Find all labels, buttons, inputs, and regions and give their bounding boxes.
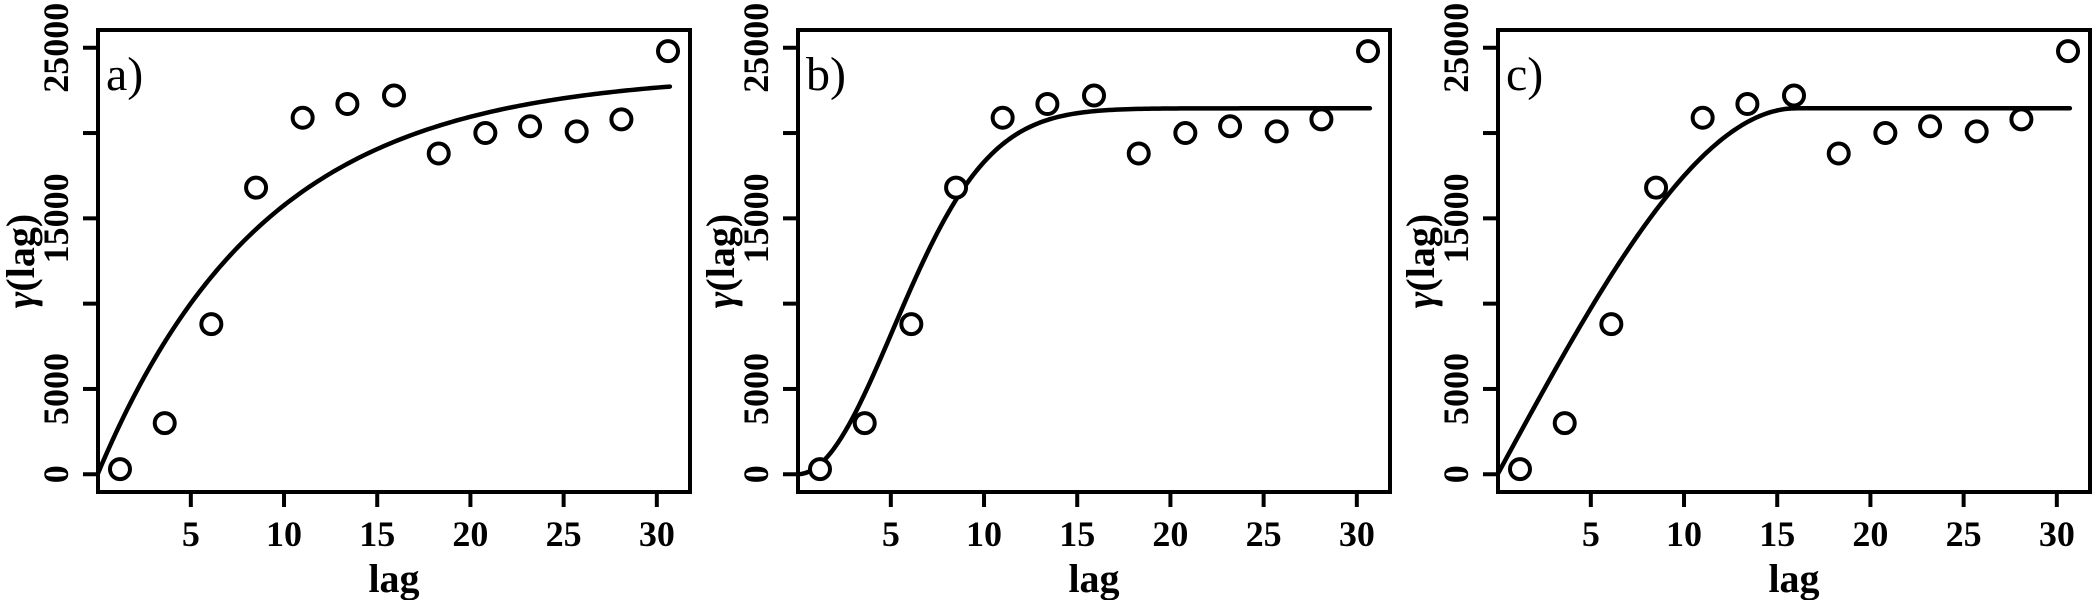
x-tick-label: 30	[1339, 514, 1375, 554]
data-point	[473, 121, 498, 146]
plot-box	[1496, 28, 2092, 494]
data-point	[426, 141, 451, 166]
data-point	[807, 457, 832, 482]
data-point	[244, 175, 269, 200]
data-point	[1644, 175, 1669, 200]
data-point	[1873, 121, 1898, 146]
data-point	[1690, 105, 1715, 130]
data-point	[290, 105, 315, 130]
data-point	[199, 312, 224, 337]
y-tick-label: 25000	[36, 3, 76, 93]
y-axis-label: γ(lag)	[0, 214, 43, 308]
data-point	[1782, 83, 1806, 108]
x-tick-label: 25	[1946, 514, 1982, 554]
y-tick-label: 5000	[1436, 353, 1476, 425]
y-tick-label: 0	[1436, 465, 1476, 483]
x-axis-label: lag	[1768, 556, 1819, 600]
y-tick-label: 5000	[36, 353, 76, 425]
model-curve	[795, 106, 1373, 477]
y-tick-label: 0	[736, 465, 776, 483]
y-tick-label: 15000	[736, 173, 776, 263]
x-tick-label: 20	[1852, 514, 1888, 554]
data-point	[1218, 114, 1243, 139]
data-point	[1173, 121, 1198, 146]
data-point	[1035, 92, 1060, 117]
data-point	[1356, 39, 1381, 64]
data-point	[1507, 457, 1532, 482]
x-tick-label: 15	[1759, 514, 1795, 554]
x-axis-label: lag	[1068, 556, 1119, 600]
data-point	[564, 119, 589, 144]
y-tick-label: 25000	[1436, 3, 1476, 93]
x-axis-label: lag	[368, 556, 419, 600]
x-tick-label: 30	[2039, 514, 2075, 554]
data-point	[1735, 92, 1760, 117]
panel-a-plot: 5 10 15 20 25 30 0 5000 15000 25000 lag γ(lag) a)	[0, 3, 692, 600]
y-axis-label: γ(lag)	[700, 214, 743, 308]
panel-b: 5 10 15 20 25 30 0 5000 15000 25000 lag γ(lag) b)	[700, 0, 1400, 600]
model-curve	[1495, 106, 2073, 476]
data-point	[1126, 141, 1151, 166]
plot-box	[96, 28, 692, 494]
data-point	[609, 107, 634, 132]
data-point	[2009, 107, 2034, 132]
panel-letter: c)	[1506, 48, 1543, 101]
x-tick-label: 25	[1246, 514, 1282, 554]
x-tick-label: 5	[882, 514, 900, 554]
data-point	[990, 105, 1015, 130]
panel-a: 5 10 15 20 25 30 0 5000 15000 25000 lag γ(lag) a)	[0, 0, 700, 600]
data-point	[518, 114, 543, 139]
data-point	[944, 175, 969, 200]
x-tick-label: 15	[359, 514, 395, 554]
data-point	[107, 457, 132, 482]
panel-letter: b)	[806, 48, 846, 101]
y-tick-label: 5000	[736, 353, 776, 425]
data-point	[1918, 114, 1943, 139]
x-tick-label: 10	[266, 514, 302, 554]
panel-letter: a)	[106, 48, 143, 101]
data-point	[852, 411, 877, 436]
y-tick-label: 15000	[36, 173, 76, 263]
data-point	[1264, 119, 1289, 144]
x-tick-label: 15	[1059, 514, 1095, 554]
panel-c-plot: 5 10 15 20 25 30 0 5000 15000 25000 lag γ(lag) c)	[1400, 3, 2092, 600]
y-axis-label: γ(lag)	[1400, 214, 1443, 308]
x-tick-label: 20	[452, 514, 488, 554]
y-tick-label: 0	[36, 465, 76, 483]
model-curve	[95, 84, 673, 476]
panel-b-plot: 5 10 15 20 25 30 0 5000 15000 25000 lag γ(lag) b)	[700, 3, 1392, 600]
x-tick-label: 5	[1582, 514, 1600, 554]
x-tick-label: 10	[1666, 514, 1702, 554]
data-point	[1826, 141, 1851, 166]
data-point	[2056, 39, 2081, 64]
plot-box	[796, 28, 1392, 494]
x-tick-label: 20	[1152, 514, 1188, 554]
x-tick-label: 10	[966, 514, 1002, 554]
data-point	[335, 92, 360, 117]
data-point	[656, 39, 681, 64]
x-tick-label: 25	[546, 514, 582, 554]
x-tick-label: 30	[639, 514, 675, 554]
data-point	[1964, 119, 1989, 144]
data-point	[1599, 312, 1624, 337]
y-tick-label: 25000	[736, 3, 776, 93]
data-point	[1552, 411, 1577, 436]
panel-c: 5 10 15 20 25 30 0 5000 15000 25000 lag γ(lag) c)	[1400, 0, 2100, 600]
data-point	[899, 312, 924, 337]
data-point	[382, 83, 406, 108]
data-point	[152, 411, 177, 436]
data-point	[1309, 107, 1334, 132]
data-point	[1082, 83, 1106, 108]
y-tick-label: 15000	[1436, 173, 1476, 263]
x-tick-label: 5	[182, 514, 200, 554]
